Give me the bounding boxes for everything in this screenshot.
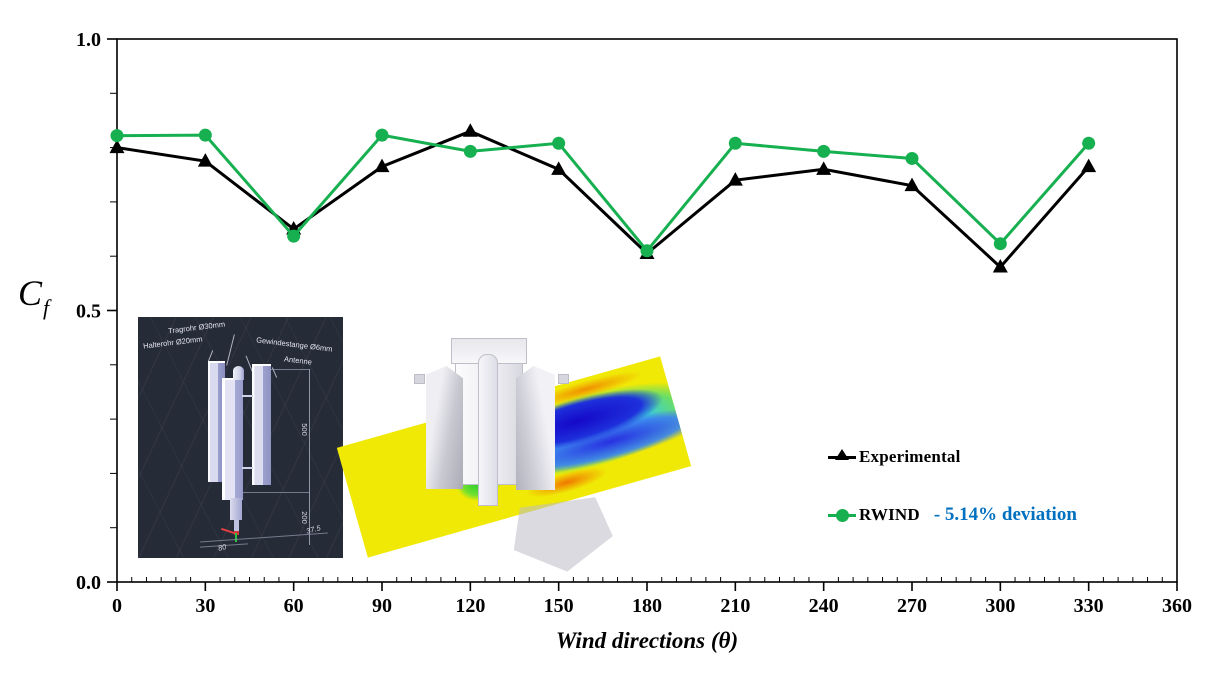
data-point-rwind [287, 229, 301, 243]
x-tick-label: 300 [985, 595, 1015, 617]
rwind-line-swatch [828, 508, 856, 522]
legend-item-rwind: RWIND - 5.14% deviation [828, 504, 1077, 526]
x-tick-label: 180 [632, 595, 662, 617]
data-point-rwind [552, 136, 566, 150]
data-point-rwind [463, 144, 477, 158]
cad-top-cylinder [233, 366, 244, 380]
data-point-experimental [374, 158, 390, 173]
data-point-rwind [375, 128, 389, 142]
cad-lower-stem [230, 498, 242, 520]
deviation-note: - 5.14% deviation [933, 504, 1077, 525]
data-point-experimental [727, 172, 743, 186]
cad-connector-rod [242, 467, 253, 469]
x-tick-label: 0 [112, 595, 122, 617]
legend-item-experimental: Experimental [828, 446, 961, 468]
cad-antenne-body [252, 364, 271, 485]
cad-inset-image: Tragrohr Ø30mm Halterohr Ø20mm Gewindest… [138, 317, 343, 558]
dimension-line [271, 369, 310, 370]
x-tick-label: 330 [1074, 595, 1104, 617]
x-tick-label: 150 [544, 595, 574, 617]
cad-dim-200: 200 [299, 511, 309, 524]
cad-halterohr-body [208, 361, 225, 482]
cfd-side-knob [414, 374, 425, 384]
data-point-experimental [197, 153, 213, 167]
x-tick-label: 270 [897, 595, 927, 617]
x-tick-label: 210 [720, 595, 750, 617]
x-tick-label: 360 [1162, 595, 1192, 617]
x-tick-label: 30 [195, 595, 215, 617]
data-point-experimental [1081, 158, 1097, 173]
y-tick-label: 0.5 [76, 301, 101, 323]
y-axis-label-symbol: C [18, 273, 43, 313]
data-point-rwind [817, 144, 831, 158]
data-point-rwind [110, 129, 124, 143]
cfd-right-column [516, 366, 555, 490]
data-point-rwind [728, 136, 742, 150]
data-point-experimental [462, 123, 478, 137]
circle-marker-icon [836, 508, 849, 522]
cfd-center-pole [478, 354, 498, 506]
y-axis-label-subscript: f [43, 295, 50, 320]
experimental-line-swatch [828, 448, 856, 460]
triangle-marker-icon [835, 448, 849, 460]
data-point-experimental [816, 161, 832, 175]
data-point-rwind [198, 128, 212, 142]
x-tick-label: 60 [284, 595, 304, 617]
cad-bottom-pole [234, 520, 239, 532]
series-line-rwind [116, 133, 1090, 254]
cad-axis-y-icon [235, 533, 237, 542]
data-point-experimental [551, 161, 567, 175]
x-tick-label: 240 [809, 595, 839, 617]
data-point-rwind [905, 151, 919, 165]
data-point-experimental [992, 259, 1008, 273]
cfd-inset-image [336, 338, 692, 570]
cfd-side-knob [558, 374, 569, 384]
cfd-left-column [426, 366, 463, 489]
x-tick-label: 90 [372, 595, 392, 617]
dimension-line [243, 492, 310, 493]
cad-connector-rod [242, 395, 253, 397]
y-tick-label: 1.0 [76, 29, 101, 51]
data-point-rwind [993, 237, 1007, 251]
x-tick-label: 120 [455, 595, 485, 617]
legend-label-experimental: Experimental [859, 447, 961, 466]
dimension-line [309, 369, 310, 545]
data-point-experimental [109, 139, 125, 154]
data-point-experimental [904, 177, 920, 192]
cad-tragrohr-body [222, 378, 243, 500]
data-point-rwind [1082, 136, 1096, 150]
x-axis-title: Wind directions (θ) [555, 628, 739, 653]
cad-dim-500: 500 [299, 423, 309, 436]
y-axis-label: Cf [18, 272, 49, 321]
y-tick-label: 0.0 [76, 572, 101, 594]
data-point-rwind [640, 244, 654, 258]
legend-label-rwind: RWIND [859, 505, 920, 524]
